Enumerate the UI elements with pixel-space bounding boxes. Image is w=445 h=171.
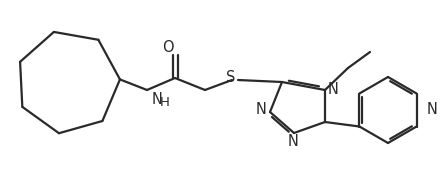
Text: N: N xyxy=(287,135,299,149)
Text: N: N xyxy=(328,82,339,96)
Text: S: S xyxy=(227,70,236,86)
Text: O: O xyxy=(162,40,174,55)
Text: N: N xyxy=(427,102,437,117)
Text: N: N xyxy=(152,93,162,108)
Text: H: H xyxy=(160,95,170,109)
Text: N: N xyxy=(255,102,267,116)
